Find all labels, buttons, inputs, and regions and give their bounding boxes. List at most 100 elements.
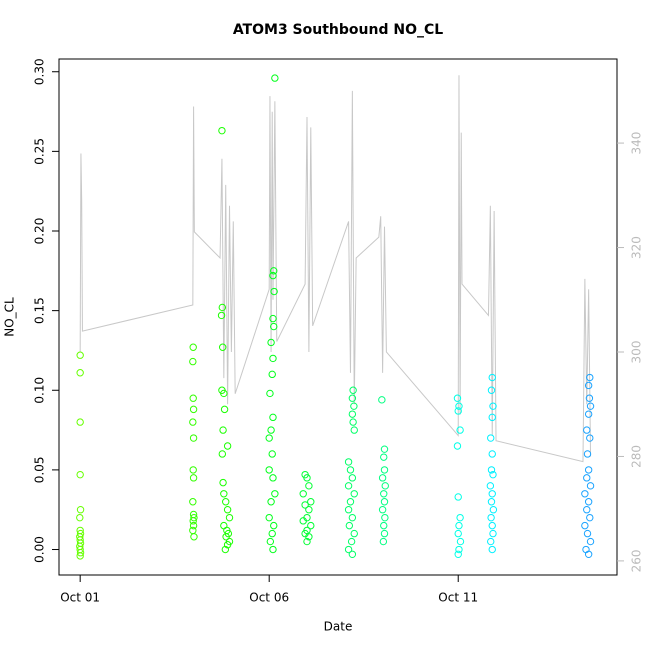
point (344, 458, 353, 466)
point (267, 338, 275, 347)
point (346, 466, 355, 474)
point (380, 453, 388, 461)
point (218, 303, 227, 312)
point (190, 513, 198, 522)
point (307, 498, 315, 506)
point (456, 537, 465, 546)
point (218, 343, 227, 351)
point (584, 410, 593, 418)
point (581, 521, 589, 530)
point (344, 482, 353, 490)
point (454, 550, 462, 558)
point (271, 74, 279, 82)
point (223, 541, 232, 549)
point (456, 513, 464, 522)
point (265, 466, 273, 474)
point (487, 537, 495, 546)
point (223, 506, 232, 514)
y2-tick-label: 340 (630, 132, 644, 155)
y2-tick-label: 320 (630, 236, 644, 259)
point (586, 537, 595, 546)
point (189, 474, 198, 482)
point (266, 389, 274, 398)
point (270, 267, 278, 275)
point (220, 405, 229, 414)
point (269, 354, 277, 363)
point (453, 394, 462, 402)
point (189, 517, 197, 525)
point (489, 506, 498, 514)
point (218, 126, 226, 135)
point (269, 271, 277, 280)
y2-tick-label: 300 (630, 341, 644, 364)
point (299, 517, 307, 525)
y-tick-label: 0.10 (33, 377, 47, 404)
point (189, 498, 197, 506)
point (350, 529, 358, 538)
point (380, 445, 389, 453)
point (344, 545, 353, 554)
point (487, 466, 496, 474)
point (583, 474, 591, 482)
point (221, 545, 230, 554)
point (267, 498, 275, 506)
point (303, 474, 311, 482)
point (219, 426, 227, 434)
point (488, 490, 496, 498)
point (380, 521, 388, 530)
point (189, 521, 198, 530)
point (489, 470, 497, 479)
point (301, 501, 309, 509)
point (220, 389, 228, 398)
point (270, 322, 278, 331)
point (488, 373, 496, 382)
y-tick-label: 0.05 (33, 457, 47, 484)
point (189, 418, 197, 426)
point (583, 506, 591, 514)
point (584, 550, 593, 558)
point (487, 513, 495, 522)
point (488, 413, 496, 422)
point (487, 498, 496, 506)
point (349, 418, 357, 426)
point (189, 343, 197, 351)
point (378, 396, 386, 404)
point (345, 521, 354, 530)
point (189, 466, 197, 474)
point (267, 426, 275, 434)
point (223, 442, 232, 450)
point (348, 550, 357, 558)
point (583, 426, 591, 434)
point (344, 506, 353, 514)
point (349, 386, 357, 394)
point (454, 493, 462, 501)
point (487, 434, 495, 442)
point (299, 490, 307, 498)
point (225, 513, 234, 522)
point (222, 533, 230, 541)
point (76, 552, 84, 560)
point (219, 478, 227, 487)
point (271, 490, 279, 498)
point (350, 490, 358, 498)
point (220, 490, 228, 498)
x-tick-label: Oct 01 (60, 591, 100, 605)
point (76, 513, 84, 522)
point (581, 490, 589, 498)
point (348, 513, 357, 522)
point (350, 426, 358, 434)
point (265, 434, 273, 442)
point (586, 513, 594, 522)
point (583, 450, 592, 458)
point (346, 498, 355, 506)
point (489, 402, 497, 410)
point (269, 314, 277, 323)
point (453, 442, 462, 450)
y-tick-label: 0.15 (33, 297, 47, 324)
y-axis-label: NO_CL (3, 297, 17, 337)
point (220, 521, 228, 530)
y-tick-label: 0.00 (33, 536, 47, 563)
point (488, 545, 496, 554)
point (381, 513, 389, 522)
